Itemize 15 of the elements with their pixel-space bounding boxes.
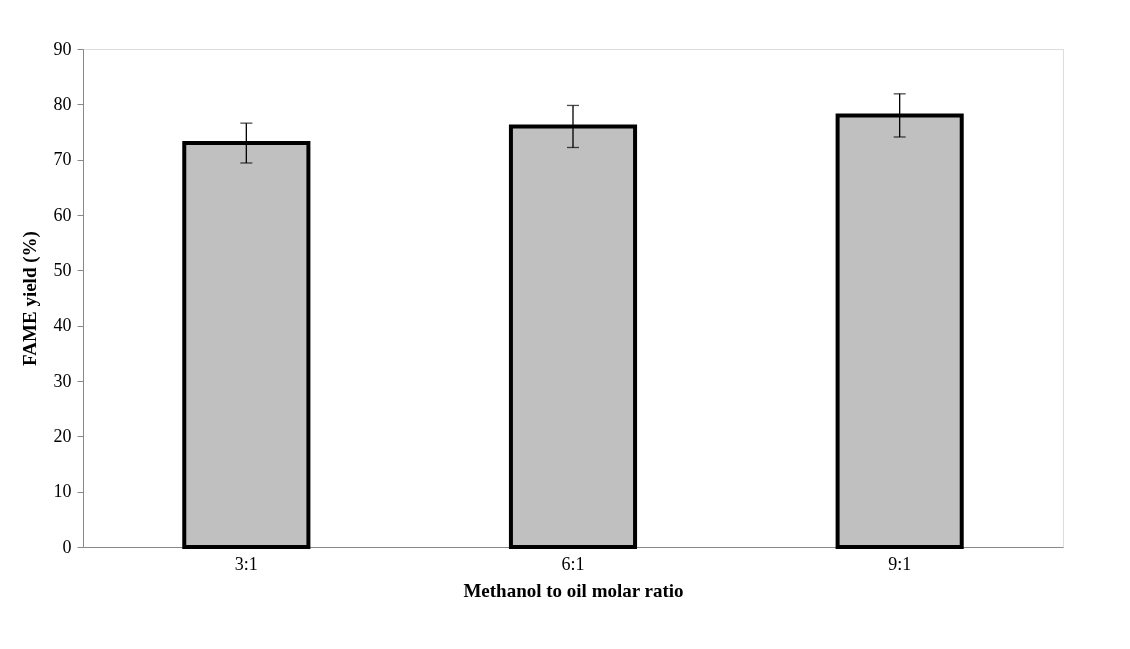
y-tick-label: 40 bbox=[53, 315, 72, 336]
y-tick-label: 50 bbox=[53, 259, 72, 280]
y-axis-title: FAME yield (%) bbox=[18, 231, 41, 366]
y-tick-label: 10 bbox=[53, 481, 72, 502]
y-tick-label: 30 bbox=[53, 370, 72, 391]
y-tick-label: 0 bbox=[62, 536, 72, 557]
y-tick-label: 20 bbox=[53, 425, 72, 446]
y-tick-label: 60 bbox=[53, 204, 72, 225]
x-tick-label: 9:1 bbox=[888, 553, 912, 574]
x-axis-title: Methanol to oil molar ratio bbox=[463, 579, 684, 601]
x-tick-label: 6:1 bbox=[561, 553, 585, 574]
y-tick-label: 80 bbox=[53, 93, 72, 114]
y-tick-label: 70 bbox=[53, 149, 72, 170]
x-tick-label: 3:1 bbox=[234, 553, 258, 574]
y-tick-label: 90 bbox=[53, 38, 72, 59]
